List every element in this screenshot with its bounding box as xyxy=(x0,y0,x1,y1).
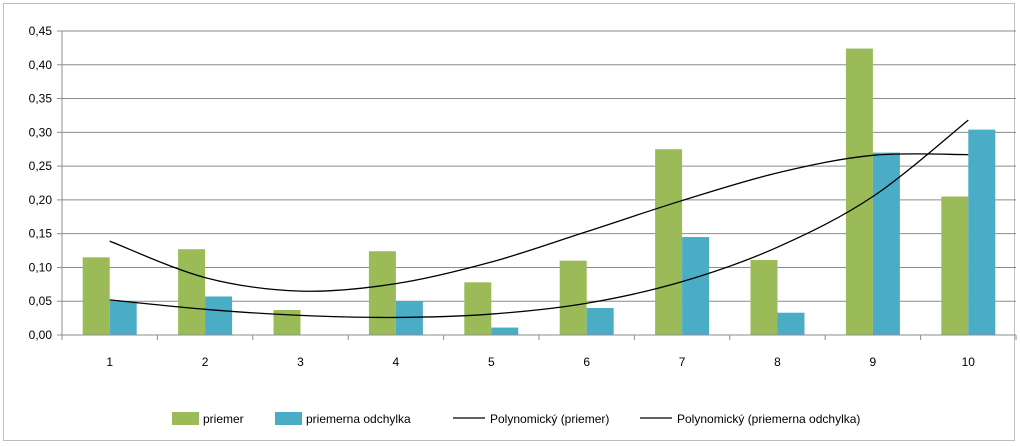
legend-label: Polynomický (priemerna odchylka) xyxy=(677,412,860,426)
x-tick-labels: 1 2 3 4 5 6 7 8 9 10 xyxy=(106,355,975,369)
y-tick-labels: 0,00 0,05 0,10 0,15 0,20 0,25 0,30 0,35 0,40 0,45 xyxy=(29,24,53,342)
bar-priemer xyxy=(845,48,873,335)
bar-priemer xyxy=(368,251,396,335)
legend-item-polynomicky-priemerna-odchylka: Polynomický (priemerna odchylka) xyxy=(640,412,860,426)
y-tick-label: 0,10 xyxy=(29,260,53,274)
bar-priemer xyxy=(82,257,110,335)
x-tick-label: 7 xyxy=(679,355,686,369)
y-tick-label: 0,45 xyxy=(29,24,53,38)
legend-label: priemerna odchylka xyxy=(306,412,411,426)
y-tick-label: 0,20 xyxy=(29,193,53,207)
y-tick-label: 0,15 xyxy=(29,227,53,241)
y-tick-label: 0,00 xyxy=(29,328,53,342)
x-tick-label: 2 xyxy=(202,355,209,369)
bar-priemer xyxy=(464,282,492,335)
bar-priemer xyxy=(559,260,587,335)
legend-label: priemer xyxy=(203,412,244,426)
axes xyxy=(57,30,1017,340)
x-tick-label: 9 xyxy=(870,355,877,369)
trendline-priemer xyxy=(109,153,969,292)
bar-priemerna-odchylka xyxy=(491,327,519,335)
x-tick-label: 6 xyxy=(583,355,590,369)
legend-item-priemer: priemer xyxy=(172,412,244,426)
bar-priemer xyxy=(941,196,969,335)
y-tick-label: 0,30 xyxy=(29,125,53,139)
bars xyxy=(82,48,996,335)
trendlines xyxy=(109,119,969,319)
bar-priemerna-odchylka xyxy=(777,312,805,335)
bar-priemerna-odchylka xyxy=(205,296,233,335)
x-tick-label: 5 xyxy=(488,355,495,369)
bar-priemerna-odchylka xyxy=(586,307,614,335)
y-tick-label: 0,35 xyxy=(29,92,53,106)
legend: priemer priemerna odchylka Polynomický (pr… xyxy=(172,412,860,426)
y-tick-label: 0,25 xyxy=(29,159,53,173)
bar-priemerna-odchylka xyxy=(682,237,710,335)
y-tick-label: 0,05 xyxy=(29,294,53,308)
legend-label: Polynomický (priemer) xyxy=(490,412,609,426)
legend-item-polynomicky-priemer: Polynomický (priemer) xyxy=(453,412,609,426)
bar-priemer xyxy=(178,249,206,335)
y-tick-label: 0,40 xyxy=(29,58,53,72)
bar-priemerna-odchylka xyxy=(395,301,423,335)
x-tick-label: 1 xyxy=(106,355,113,369)
trendline-priemerna-odchylka xyxy=(109,119,969,319)
legend-swatch xyxy=(172,412,199,425)
x-tick-label: 4 xyxy=(393,355,400,369)
bar-priemerna-odchylka xyxy=(109,301,137,335)
bar-priemer xyxy=(655,149,683,335)
bar-priemer xyxy=(750,260,778,335)
x-tick-label: 3 xyxy=(297,355,304,369)
bar-priemerna-odchylka xyxy=(872,152,900,335)
bar-priemerna-odchylka xyxy=(968,129,996,335)
legend-swatch xyxy=(275,412,302,425)
x-tick-label: 10 xyxy=(962,355,976,369)
x-tick-label: 8 xyxy=(774,355,781,369)
legend-item-priemerna-odchylka: priemerna odchylka xyxy=(275,412,411,426)
